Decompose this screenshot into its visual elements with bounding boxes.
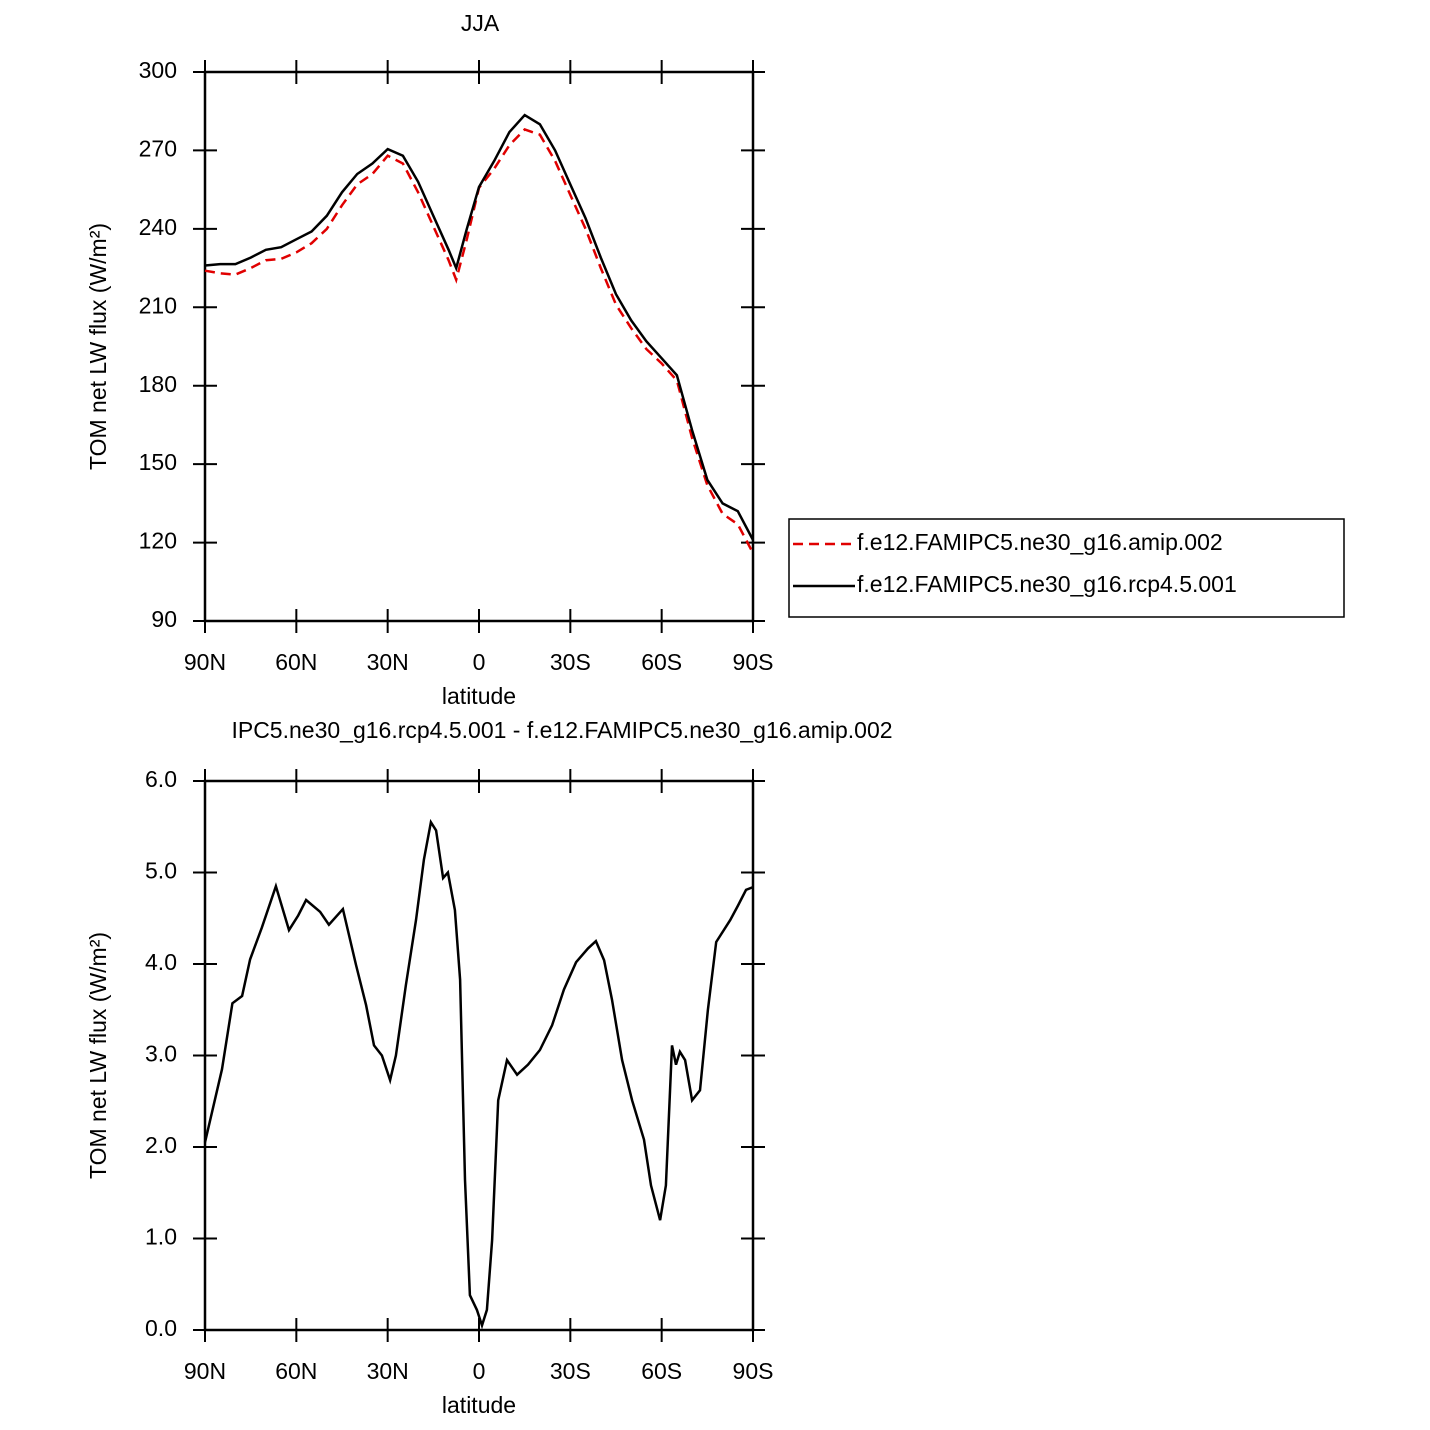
legend-label: f.e12.FAMIPC5.ne30_g16.rcp4.5.001 (857, 571, 1237, 597)
x-tick-label: 60S (641, 649, 682, 675)
y-tick-label: 120 (139, 528, 177, 554)
y-tick-label: 0.0 (145, 1315, 177, 1341)
chart-title: IPC5.ne30_g16.rcp4.5.001 - f.e12.FAMIPC5… (231, 717, 892, 743)
y-tick-label: 4.0 (145, 949, 177, 975)
legend-label: f.e12.FAMIPC5.ne30_g16.amip.002 (857, 529, 1223, 555)
x-tick-label: 30N (367, 649, 409, 675)
x-tick-label: 60S (641, 1358, 682, 1384)
x-tick-label: 90N (184, 649, 226, 675)
y-tick-label: 210 (139, 292, 177, 318)
chart-title: JJA (461, 10, 500, 36)
y-axis-label: TOM net LW flux (W/m²) (85, 223, 111, 470)
plot-frame (203, 70, 755, 623)
x-tick-label: 30S (550, 1358, 591, 1384)
x-tick-label: 60N (275, 1358, 317, 1384)
x-axis-label: latitude (442, 683, 516, 709)
y-tick-label: 6.0 (145, 766, 177, 792)
y-tick-label: 300 (139, 57, 177, 83)
x-tick-label: 0 (473, 1358, 486, 1384)
x-tick-label: 30S (550, 649, 591, 675)
data-line (203, 818, 754, 1330)
x-tick-label: 30N (367, 1358, 409, 1384)
y-tick-label: 240 (139, 214, 177, 240)
legend-box (788, 518, 1345, 618)
y-tick-label: 3.0 (145, 1041, 177, 1067)
x-tick-label: 90S (733, 1358, 774, 1384)
y-tick-label: 90 (151, 606, 177, 632)
x-tick-label: 90N (184, 1358, 226, 1384)
y-tick-label: 2.0 (145, 1132, 177, 1158)
y-tick-label: 5.0 (145, 858, 177, 884)
data-line (204, 128, 755, 554)
y-tick-label: 1.0 (145, 1224, 177, 1250)
data-line (204, 113, 755, 541)
x-tick-label: 90S (733, 649, 774, 675)
x-axis-label: latitude (442, 1392, 516, 1418)
y-tick-label: 180 (139, 371, 177, 397)
x-tick-label: 60N (275, 649, 317, 675)
y-axis-label: TOM net LW flux (W/m²) (85, 932, 111, 1179)
y-tick-label: 150 (139, 449, 177, 475)
x-tick-label: 0 (473, 649, 486, 675)
y-tick-label: 270 (139, 136, 177, 162)
